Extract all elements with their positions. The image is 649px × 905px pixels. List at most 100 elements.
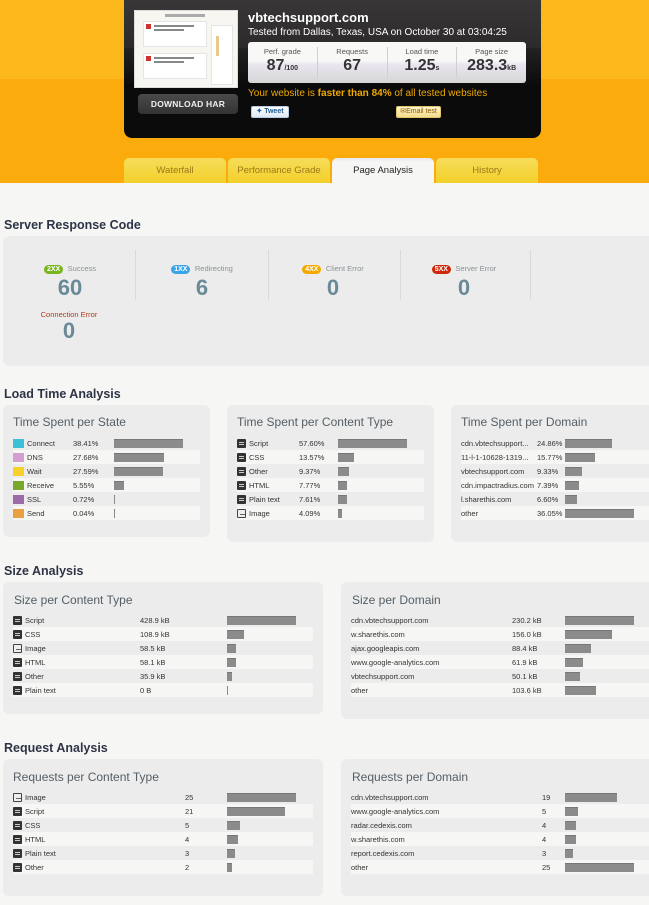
row-bar [227, 834, 238, 844]
row-value: 88.4 kB [512, 643, 538, 653]
download-har-button[interactable]: DOWNLOAD HAR [138, 94, 238, 114]
row-label: Plain text [25, 685, 56, 695]
row-value: 13.57% [299, 452, 325, 462]
table-row: www.google-analytics.com 5 [351, 804, 649, 818]
row-label: CSS [25, 820, 41, 830]
table-row: CSS 108.9 kB [13, 627, 313, 641]
row-value: 0 B [140, 685, 152, 695]
row-bar [565, 438, 612, 448]
row-label: vbtechsupport.com [461, 466, 525, 476]
table-row: Other 2 [13, 860, 313, 874]
test-location-time: Tested from Dallas, Texas, USA on Octobe… [248, 27, 507, 38]
row-value: 4 [542, 820, 547, 830]
email-test-button[interactable]: ✉Email test [396, 106, 441, 118]
tweet-button[interactable]: ✦ Tweet [251, 106, 289, 118]
color-swatch [13, 438, 24, 448]
table-row: Script 428.9 kB [13, 613, 313, 627]
row-value: 156.0 kB [512, 629, 542, 639]
other-file-icon [13, 671, 22, 681]
row-bar [565, 452, 595, 462]
row-bar [114, 480, 124, 490]
row-bar [227, 657, 236, 667]
row-bar [565, 508, 634, 518]
row-bar [565, 615, 634, 625]
row-value: 50.1 kB [512, 671, 538, 681]
row-value: 7.61% [299, 494, 321, 504]
size-per-content-list: Script 428.9 kB CSS 108.9 kB Image 58.5 kB HTM… [13, 613, 313, 697]
table-row: Plain text 7.61% [237, 492, 424, 506]
css-file-icon [13, 820, 22, 830]
row-bar [227, 643, 236, 653]
table-row: HTML 58.1 kB [13, 655, 313, 669]
stat-requests: Requests 67 [318, 47, 388, 78]
script-file-icon [13, 806, 22, 816]
row-label: HTML [249, 480, 270, 490]
tab-waterfall[interactable]: Waterfall [124, 158, 226, 183]
row-bar [227, 671, 232, 681]
time-per-state-list: Connect 38.41% DNS 27.68% Wait 27.59% Receive 5… [13, 436, 200, 520]
table-row: Image 58.5 kB [13, 641, 313, 655]
table-row: vbtechsupport.com 9.33% [461, 464, 649, 478]
table-row: cdn.vbtechsupport.com 230.2 kB [351, 613, 649, 627]
html-file-icon [237, 480, 246, 490]
table-row: Image 25 [13, 790, 313, 804]
row-label: Other [25, 862, 44, 872]
table-row: DNS 27.68% [13, 450, 200, 464]
table-row: Script 57.60% [237, 436, 424, 450]
row-bar [338, 438, 407, 448]
row-label: Other [249, 466, 268, 476]
tab-history[interactable]: History [436, 158, 538, 183]
stat-load-time: Load time 1.25s [388, 47, 458, 78]
divider [400, 250, 401, 300]
table-row: radar.cedexis.com 4 [351, 818, 649, 832]
row-value: 4 [185, 834, 190, 844]
color-swatch [13, 480, 24, 490]
row-bar [114, 508, 115, 518]
row-label: Plain text [249, 494, 280, 504]
tab-page-analysis[interactable]: Page Analysis [332, 158, 434, 183]
row-value: 24.86% [537, 438, 563, 448]
row-bar [565, 643, 591, 653]
badge-1xx: 1XX [171, 265, 191, 274]
html-file-icon [13, 834, 22, 844]
tab-performance-grade[interactable]: Performance Grade [228, 158, 330, 183]
row-value: 5 [542, 806, 547, 816]
row-label: HTML [25, 834, 46, 844]
script-file-icon [13, 615, 22, 625]
table-row: Send 0.04% [13, 506, 200, 520]
row-value: 58.1 kB [140, 657, 166, 667]
row-value: 0.72% [73, 494, 95, 504]
row-bar [338, 508, 342, 518]
table-row: Plain text 3 [13, 846, 313, 860]
row-value: 61.9 kB [512, 657, 538, 667]
requests-per-content-list: Image 25 Script 21 CSS 5 HTML 4 Plain text 3 Other… [13, 790, 313, 874]
css-file-icon [13, 629, 22, 639]
row-bar [338, 452, 354, 462]
row-label: www.google-analytics.com [351, 657, 440, 667]
row-bar [565, 792, 617, 802]
row-label: Other [25, 671, 44, 681]
image-file-icon [13, 792, 22, 802]
row-value: 25 [185, 792, 194, 802]
color-swatch [13, 452, 24, 462]
row-label: Plain text [25, 848, 56, 858]
row-label: Connect [27, 438, 55, 448]
row-label: report.cedexis.com [351, 848, 415, 858]
row-value: 35.9 kB [140, 671, 166, 681]
row-bar [227, 615, 296, 625]
row-bar [338, 466, 349, 476]
row-value: 58.5 kB [140, 643, 166, 653]
color-swatch [13, 466, 24, 476]
table-row: Connect 38.41% [13, 436, 200, 450]
row-value: 6.60% [537, 494, 559, 504]
row-value: 230.2 kB [512, 615, 542, 625]
row-bar [227, 629, 244, 639]
tab-bar: Waterfall Performance Grade Page Analysi… [124, 158, 538, 183]
html-file-icon [13, 657, 22, 667]
row-bar [565, 862, 634, 872]
row-label: Script [25, 806, 45, 816]
row-value: 5 [185, 820, 190, 830]
row-label: radar.cedexis.com [351, 820, 412, 830]
row-label: Send [27, 508, 45, 518]
row-bar [565, 480, 579, 490]
